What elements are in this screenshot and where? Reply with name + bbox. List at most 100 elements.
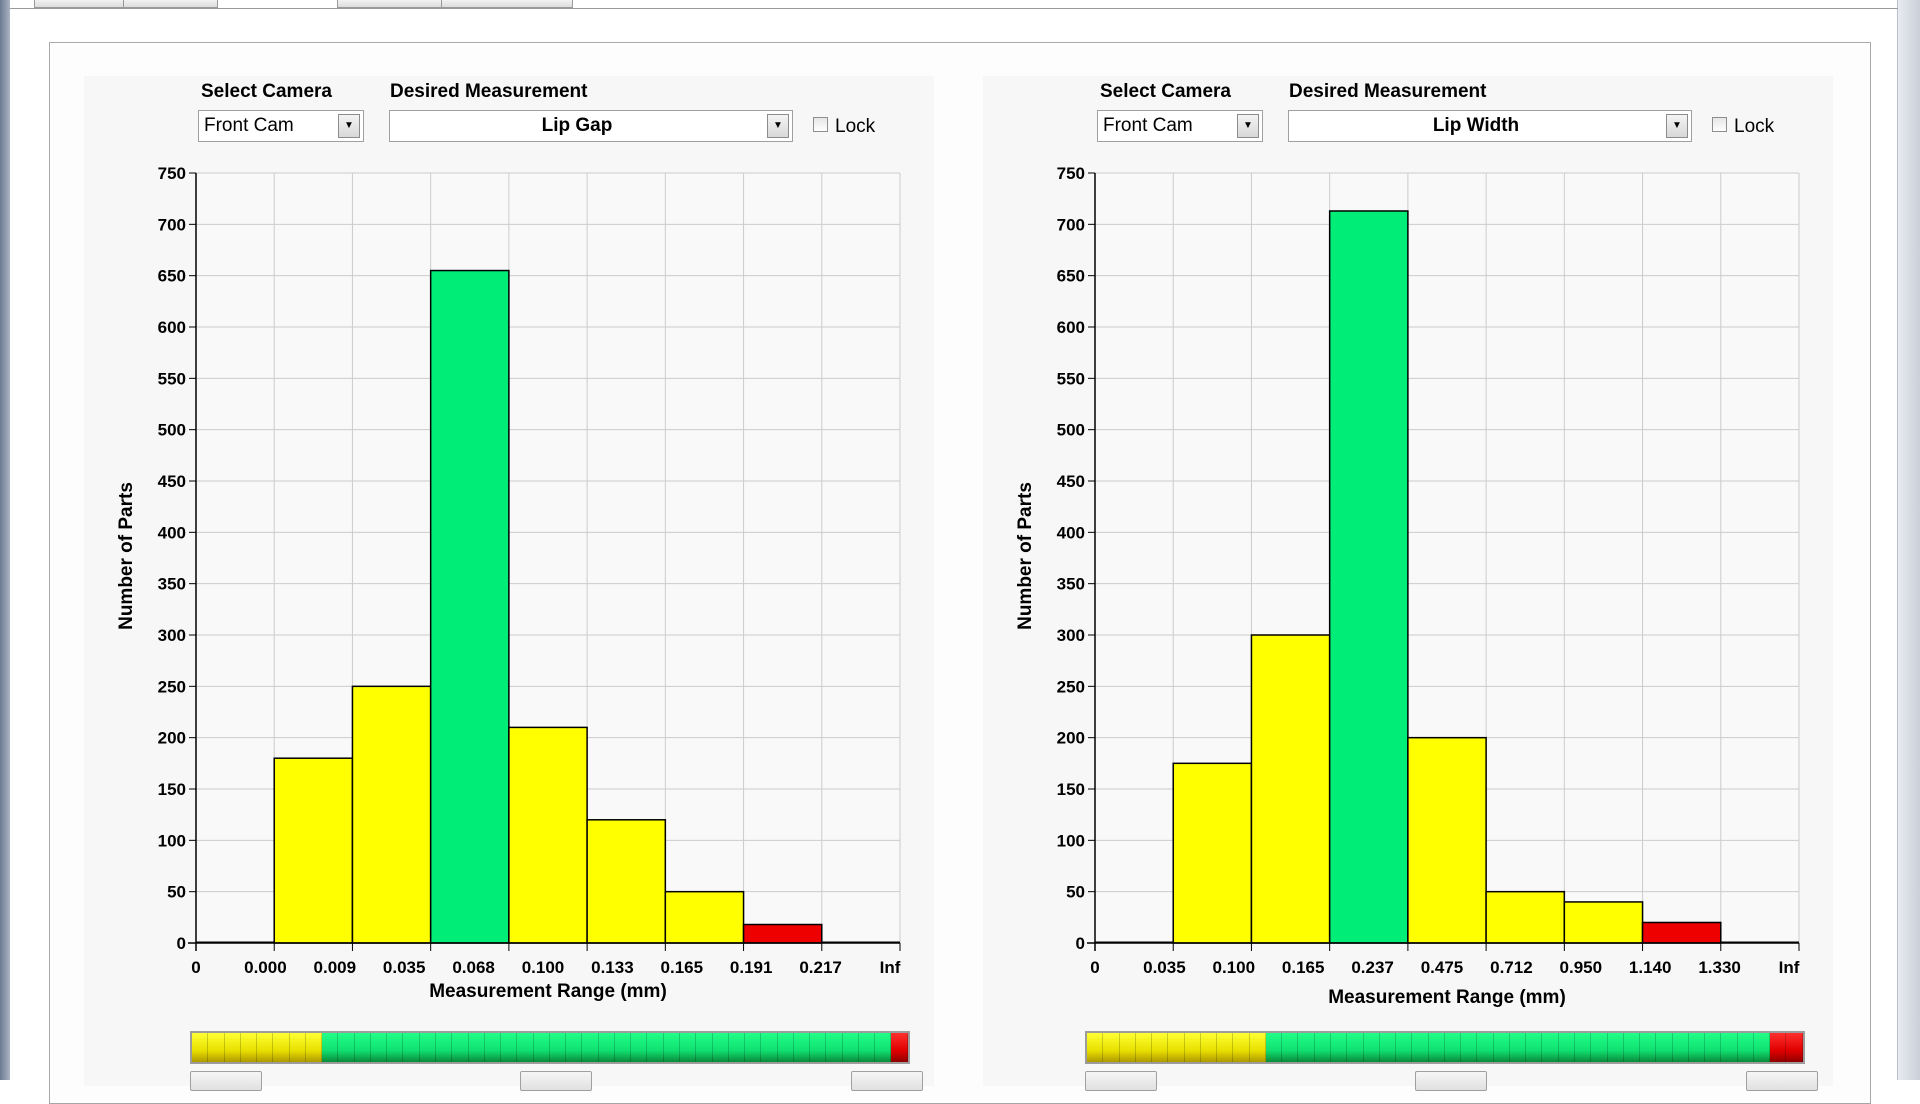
x-tick-label: 0 xyxy=(191,958,200,977)
tab-2[interactable] xyxy=(123,0,218,8)
histogram-chart-2: Select Camera Front Cam ▼ Desired Measur… xyxy=(959,0,1833,1091)
meter-segment-green xyxy=(1640,1033,1657,1062)
measurement-select[interactable]: Lip Gap ▼ xyxy=(389,110,793,142)
meter-segment-green xyxy=(647,1033,664,1062)
meter-segment-green xyxy=(354,1033,371,1062)
camera-select-value: Front Cam xyxy=(204,115,294,136)
y-tick-label: 450 xyxy=(158,472,186,491)
chevron-down-icon[interactable]: ▼ xyxy=(1666,114,1688,138)
meter-segment-green xyxy=(387,1033,404,1062)
camera-select[interactable]: Front Cam ▼ xyxy=(1097,110,1263,142)
meter-segment-green xyxy=(419,1033,436,1062)
meter-segment-green xyxy=(1737,1033,1754,1062)
chevron-down-icon[interactable]: ▼ xyxy=(767,114,789,138)
x-axis-title: Measurement Range (mm) xyxy=(429,981,667,1002)
meter-segment-green xyxy=(761,1033,778,1062)
meter-segment-green xyxy=(1477,1033,1494,1062)
tolerance-meter xyxy=(190,1031,910,1064)
y-tick-label: 400 xyxy=(1057,523,1085,542)
meter-button-1[interactable] xyxy=(190,1071,262,1091)
meter-segment-green xyxy=(1265,1033,1283,1062)
x-tick-label: 0.712 xyxy=(1490,958,1533,977)
y-tick-label: 550 xyxy=(158,369,186,388)
meter-segment-green xyxy=(793,1033,811,1062)
meter-button-3[interactable] xyxy=(1746,1071,1818,1091)
histogram-plot: 0 50 100 150 200 250 300 350 400 450 500 550 600 650 7… xyxy=(158,164,901,977)
x-tick-label: 0 xyxy=(1090,958,1099,977)
y-tick-label: 200 xyxy=(158,729,186,748)
meter-segment-green xyxy=(1623,1033,1641,1062)
meter-segment-green xyxy=(1705,1033,1722,1062)
meter-segment-green xyxy=(403,1033,420,1062)
y-tick-label: 50 xyxy=(167,883,186,902)
y-tick-label: 500 xyxy=(158,421,186,440)
meter-segment-yellow xyxy=(1135,1033,1153,1062)
lock-checkbox[interactable] xyxy=(813,117,828,132)
bar-yellow xyxy=(586,819,667,944)
meter-segment-green xyxy=(842,1033,859,1062)
meter-button-1[interactable] xyxy=(1085,1071,1157,1091)
meter-segment-green xyxy=(679,1033,697,1062)
meter-segment-yellow xyxy=(1233,1033,1250,1062)
meter-button-2[interactable] xyxy=(520,1071,592,1091)
x-tick-label: 0.009 xyxy=(314,958,357,977)
meter-segment-green xyxy=(1412,1033,1429,1062)
y-tick-label: 650 xyxy=(158,267,186,286)
measurement-select[interactable]: Lip Width ▼ xyxy=(1288,110,1692,142)
x-tick-label: Inf xyxy=(880,958,901,977)
x-tick-label: 0.000 xyxy=(244,958,287,977)
x-tick-label: 0.191 xyxy=(730,958,773,977)
y-tick-label: 350 xyxy=(158,575,186,594)
meter-segment-green xyxy=(435,1033,453,1062)
y-tick-label: 100 xyxy=(1057,831,1085,850)
meter-button-3[interactable] xyxy=(851,1071,923,1091)
meter-segment-yellow xyxy=(224,1033,241,1062)
meter-segment-green xyxy=(501,1033,518,1062)
meter-segment-yellow xyxy=(1200,1033,1218,1062)
meter-segment-green xyxy=(1444,1033,1462,1062)
meter-segment-green xyxy=(370,1033,388,1062)
bar-red xyxy=(742,923,823,944)
window-scrollbar[interactable] xyxy=(1897,0,1920,1080)
bar-yellow xyxy=(351,685,432,944)
meter-segment-green xyxy=(1672,1033,1689,1062)
y-tick-label: 700 xyxy=(1057,215,1085,234)
meter-segment-yellow xyxy=(192,1033,209,1062)
meter-segment-red xyxy=(1770,1033,1787,1062)
camera-select[interactable]: Front Cam ▼ xyxy=(198,110,364,142)
meter-segment-green xyxy=(631,1033,648,1062)
y-tick-label: 500 xyxy=(1057,421,1085,440)
y-tick-label: 550 xyxy=(1057,369,1085,388)
meter-segment-green xyxy=(728,1033,746,1062)
meter-segment-green xyxy=(1379,1033,1397,1062)
bar-yellow xyxy=(1250,634,1331,944)
lock-label: Lock xyxy=(835,116,876,137)
x-tick-label: 0.068 xyxy=(452,958,495,977)
y-tick-label: 50 xyxy=(1066,883,1085,902)
chevron-down-icon[interactable]: ▼ xyxy=(338,114,360,138)
meter-segment-green xyxy=(1282,1033,1299,1062)
meter-segment-green xyxy=(1396,1033,1413,1062)
meter-button-2[interactable] xyxy=(1415,1071,1487,1091)
x-tick-label: 0.217 xyxy=(799,958,842,977)
chevron-down-icon[interactable]: ▼ xyxy=(1237,114,1259,138)
meter-segment-green xyxy=(875,1033,892,1062)
meter-segment-green xyxy=(1721,1033,1738,1062)
y-tick-label: 600 xyxy=(1057,318,1085,337)
bar-green xyxy=(1328,210,1409,944)
meter-segment-green xyxy=(1461,1033,1478,1062)
meter-segment-green xyxy=(614,1033,632,1062)
meter-segment-green xyxy=(549,1033,567,1062)
meter-segment-green xyxy=(1314,1033,1331,1062)
tab-4[interactable] xyxy=(441,0,573,8)
x-tick-label: 0.165 xyxy=(661,958,704,977)
lock-checkbox[interactable] xyxy=(1712,117,1727,132)
meter-segment-green xyxy=(810,1033,827,1062)
meter-segment-green xyxy=(1330,1033,1348,1062)
y-tick-label: 200 xyxy=(1057,729,1085,748)
bar-green xyxy=(429,269,510,944)
meter-segment-green xyxy=(712,1033,729,1062)
bar-yellow xyxy=(1407,736,1487,944)
y-tick-label: 450 xyxy=(1057,472,1085,491)
x-tick-label: 0.100 xyxy=(522,958,565,977)
